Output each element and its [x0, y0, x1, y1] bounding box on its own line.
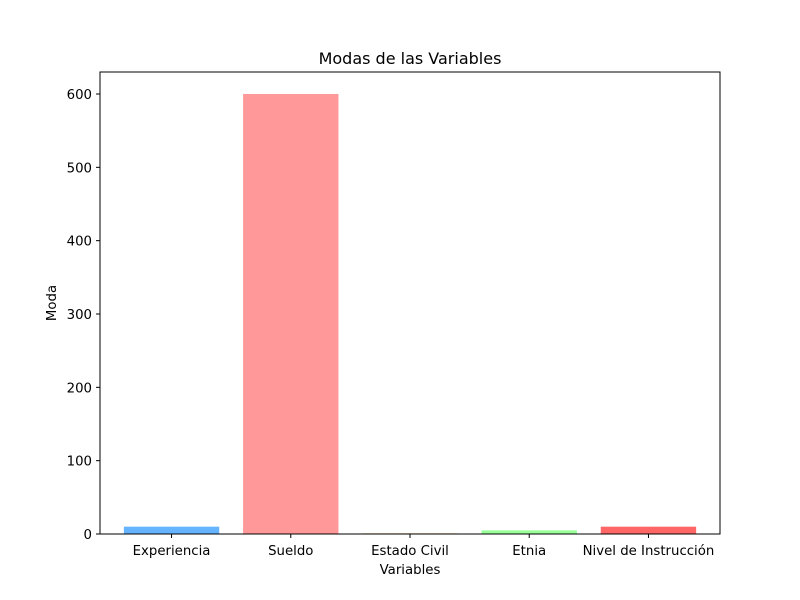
x-tick-label: Etnia	[512, 544, 546, 559]
x-tick-label: Nivel de Instrucción	[583, 543, 715, 559]
bar-etnia	[481, 530, 577, 534]
y-tick-label: 200	[67, 381, 92, 396]
x-tick-label: Sueldo	[268, 544, 313, 559]
x-axis-label: Variables	[380, 563, 441, 578]
y-tick-label: 500	[67, 161, 92, 176]
chart-title: Modas de las Variables	[319, 49, 502, 68]
bar-sueldo	[243, 94, 339, 534]
y-tick-label: 300	[67, 308, 92, 323]
y-axis-label: Moda	[45, 285, 60, 321]
y-tick-label: 0	[84, 528, 92, 543]
y-tick-label: 400	[67, 235, 92, 250]
bar-nivel-de-instrucci-n	[600, 526, 697, 534]
y-tick-label: 100	[67, 455, 92, 470]
plot-frame	[99, 71, 721, 535]
y-tick-label: 600	[67, 88, 92, 103]
x-axis-ticks: Experiencia Sueldo Estado Civil Etnia Nivel …	[133, 534, 715, 559]
x-tick-label: Experiencia	[133, 544, 211, 559]
y-axis-ticks: 0 100 200 300 400 500 600	[67, 88, 100, 543]
x-tick-label: Estado Civil	[371, 544, 449, 559]
bars-group	[123, 94, 697, 534]
bar-experiencia	[123, 526, 220, 534]
